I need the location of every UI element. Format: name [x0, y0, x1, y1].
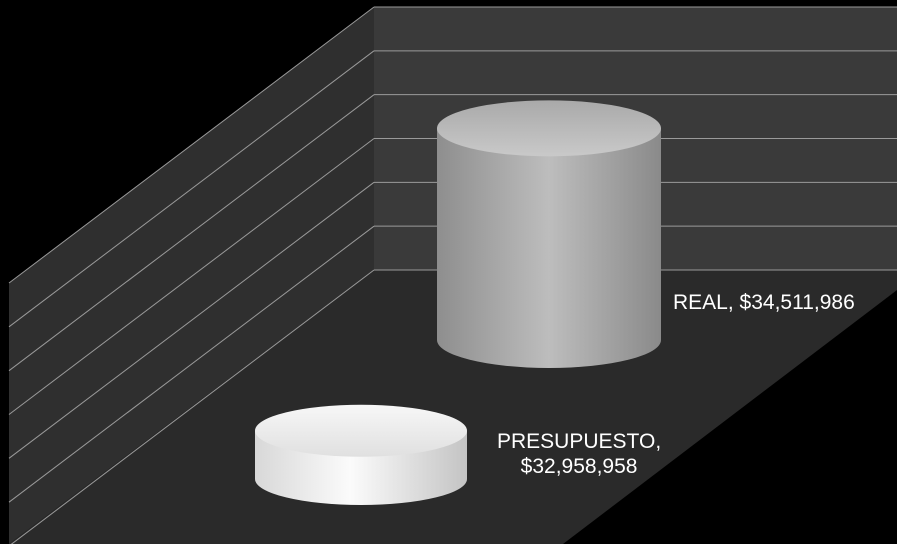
gridline-side — [8, 94, 375, 372]
data-label-presupuesto-category: PRESUPUESTO, — [497, 430, 662, 453]
bar-real-body — [437, 128, 661, 368]
floor — [9, 270, 897, 544]
gridline-side — [8, 181, 375, 459]
bars — [255, 100, 661, 505]
gridline-side — [8, 225, 375, 503]
side-wall — [9, 7, 374, 544]
gridline-side — [8, 50, 375, 328]
gridline-side — [8, 138, 375, 415]
gridline-side — [8, 6, 375, 284]
bar-real-top — [437, 100, 661, 157]
data-label-real: REAL, $34,511,986 — [673, 290, 855, 315]
bar-presupuesto — [255, 404, 467, 505]
bar-real — [437, 100, 661, 368]
bar-presupuesto-top — [255, 404, 467, 457]
data-label-presupuesto: PRESUPUESTO, $32,958,958 — [497, 429, 661, 479]
gridline-side — [10, 269, 375, 544]
data-label-presupuesto-value: $32,958,958 — [520, 455, 638, 478]
data-label-real-text: REAL, $34,511,986 — [673, 291, 855, 314]
